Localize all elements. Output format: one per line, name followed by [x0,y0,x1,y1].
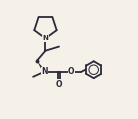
Text: N: N [43,35,48,41]
Text: N: N [41,67,48,76]
Text: O: O [68,67,75,76]
Text: O: O [56,80,62,89]
Polygon shape [37,61,46,73]
